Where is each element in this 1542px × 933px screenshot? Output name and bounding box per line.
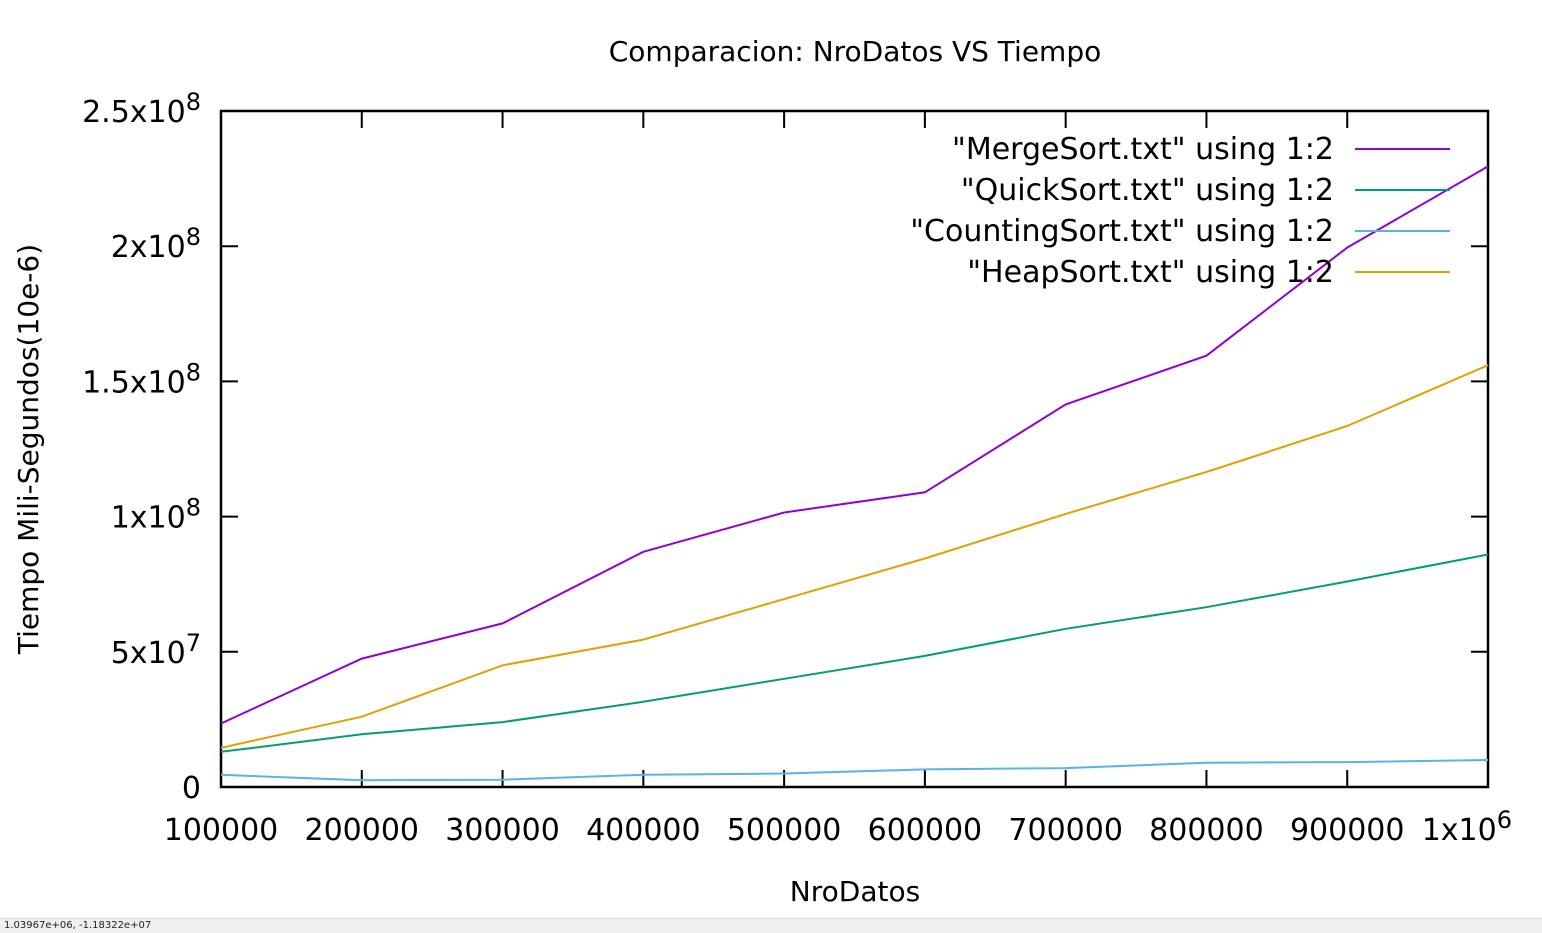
plot-border [219,109,1490,789]
y-tick-label: 1x108 [111,494,201,536]
y-tick-label: 5x107 [111,629,201,671]
series-line-1 [220,165,1489,725]
status-bar: 1.03967e+06, -1.18322e+07 [0,918,1542,933]
y-axis-label: Tiempo Mili-Segundos(10e-6) [12,244,45,655]
x-axis-label: NroDatos [790,875,920,908]
x-tick-label: 900000 [1290,813,1405,848]
x-tick-label: 300000 [445,813,560,848]
legend-label: "MergeSort.txt" using 1:2 [952,132,1334,167]
legend-label: "QuickSort.txt" using 1:2 [961,173,1334,208]
x-tick-label: 100000 [164,813,279,848]
x-tick-label: 1x106 [1422,806,1512,848]
series-line-4 [220,364,1489,749]
y-tick-label: 1.5x108 [82,358,201,400]
x-tick-label: 500000 [727,813,842,848]
series-line-3 [220,759,1489,782]
legend-label: "HeapSort.txt" using 1:2 [967,255,1334,290]
chart-title: Comparacion: NroDatos VS Tiempo [609,35,1102,68]
x-tick-label: 800000 [1149,813,1264,848]
x-tick-label: 600000 [868,813,983,848]
series-line-2 [220,553,1489,753]
x-tick-label: 200000 [305,813,420,848]
cursor-coordinates: 1.03967e+06, -1.18322e+07 [4,920,152,931]
legend-label: "CountingSort.txt" using 1:2 [910,214,1334,249]
y-tick-label: 0 [182,771,201,806]
y-tick-label: 2x108 [111,223,201,265]
y-tick-label: 2.5x108 [82,88,201,130]
x-tick-label: 400000 [586,813,701,848]
x-tick-label: 700000 [1008,813,1123,848]
